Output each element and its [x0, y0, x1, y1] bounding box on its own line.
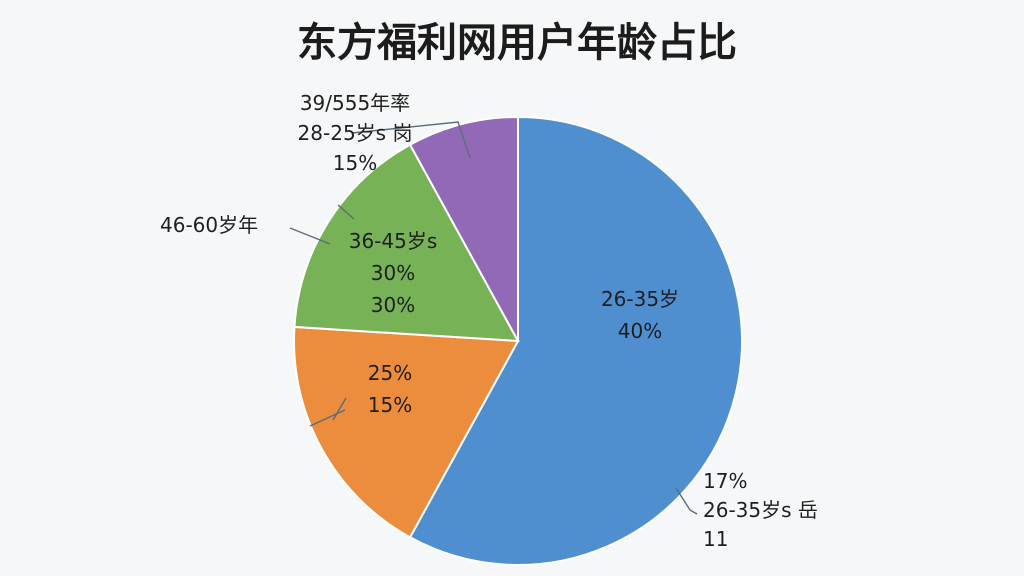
pie-slice-2	[293, 325, 520, 539]
outer-label-3-line-1: 17%	[703, 469, 747, 493]
outer-label-1-line-2: 28-25岁s 岗	[298, 121, 413, 145]
outer-label-3-line-3: 11	[703, 527, 728, 551]
chart-title: 东方福利网用户年龄占比	[297, 20, 737, 66]
inner-label-2-line-1: 25%	[368, 361, 412, 385]
outer-label-1-line-3: 15%	[333, 151, 377, 175]
leader-line-3	[337, 204, 355, 220]
outer-label-3-line-2: 26-35岁s 岳	[703, 498, 818, 522]
pie-slice-3	[293, 143, 520, 343]
leader-line-7	[689, 509, 698, 515]
inner-label-1-line-1: 26-35岁	[601, 287, 679, 311]
leader-line-2	[289, 227, 331, 245]
inner-label-3-line-2: 30%	[371, 261, 415, 285]
leader-line-5	[332, 397, 347, 421]
leader-line-1	[351, 121, 471, 159]
inner-label-2-line-2: 15%	[368, 393, 412, 417]
inner-label-3-line-1: 36-45岁s	[349, 229, 438, 253]
outer-label-2-line-1: 46-60岁年	[160, 213, 258, 237]
inner-label-1-line-2: 40%	[618, 319, 662, 343]
leader-line-4	[309, 409, 346, 427]
leader-line-6	[675, 487, 691, 511]
pie-slice-1	[408, 115, 743, 566]
inner-label-3-line-3: 30%	[371, 293, 415, 317]
outer-label-1-line-1: 39/555年率	[300, 91, 410, 115]
pie-slice-4	[408, 115, 519, 342]
